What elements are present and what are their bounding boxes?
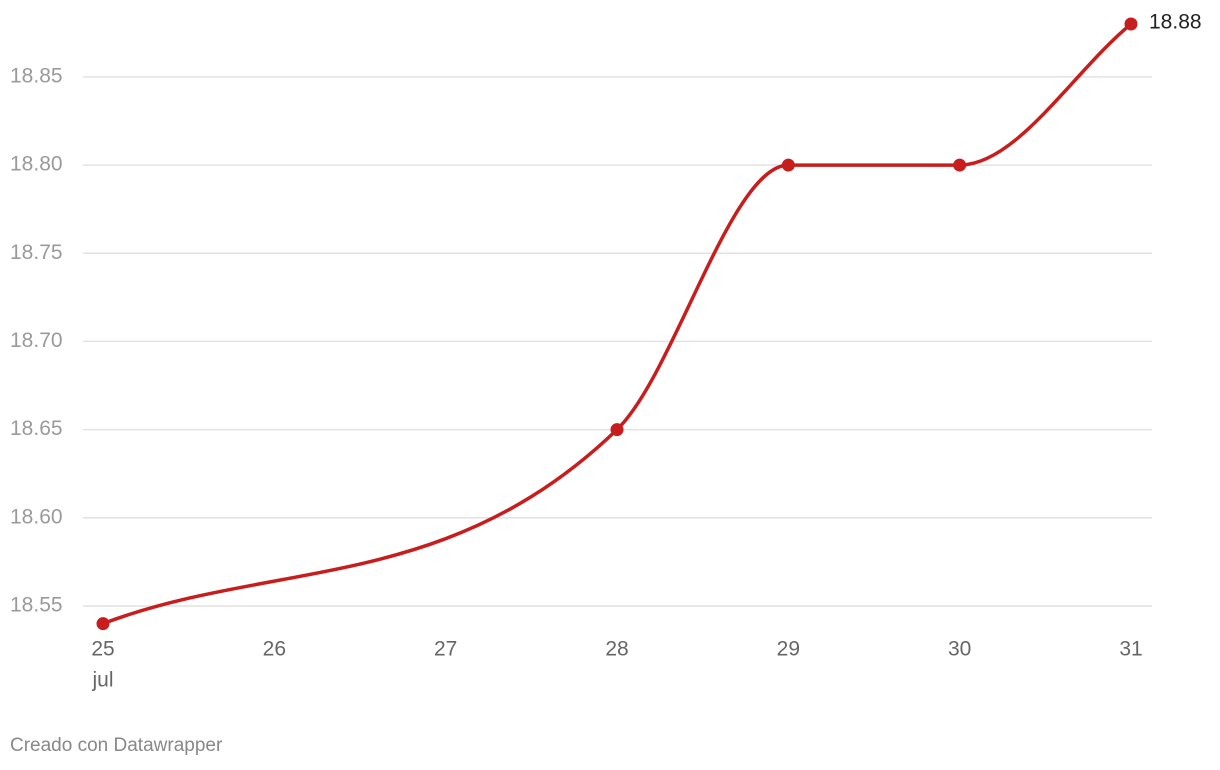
value-label: 18.88 (1149, 11, 1202, 34)
y-tick-label: 18.55 (10, 594, 63, 617)
x-period-label: jul (91, 669, 113, 692)
y-tick-label: 18.75 (10, 241, 63, 264)
point (953, 158, 967, 172)
y-tick-label: 18.60 (10, 505, 63, 528)
x-tick-label: 25 (91, 638, 114, 661)
x-tick-label: 30 (948, 638, 971, 661)
line (102, 22, 1133, 626)
y-tick-label: 18.70 (10, 329, 63, 352)
footer: Creado con Datawrapper (10, 735, 223, 756)
x-tick-label: 28 (605, 638, 628, 661)
y-tick-label: 18.65 (10, 417, 63, 440)
y-tick-label: 18.80 (10, 153, 63, 176)
y-tick-label: 18.85 (10, 64, 63, 87)
point (610, 423, 624, 437)
x-tick-label: 26 (263, 638, 286, 661)
point (781, 158, 795, 172)
x-tick-label: 29 (777, 638, 800, 661)
point (1124, 17, 1138, 31)
point (96, 617, 110, 631)
x-tick-label: 27 (434, 638, 457, 661)
x-tick-label: 31 (1119, 638, 1142, 661)
